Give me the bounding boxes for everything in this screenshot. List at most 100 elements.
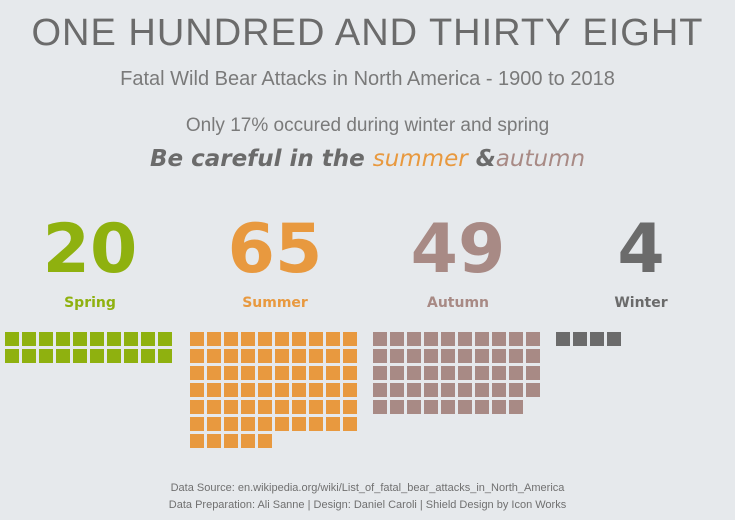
waffle-cell: [441, 332, 455, 346]
waffle-cell: [207, 417, 221, 431]
waffle-cell: [509, 400, 523, 414]
careful-prefix: Be careful in the: [149, 146, 365, 172]
season-autumn-label: Autumn: [426, 295, 489, 311]
waffle-cell: [158, 349, 172, 363]
waffle-cell: [292, 366, 306, 380]
waffle-cell: [326, 383, 340, 397]
waffle-cell: [224, 417, 238, 431]
waffle-cell: [424, 366, 438, 380]
season-summer-label: Summer: [242, 295, 308, 311]
waffle-cell: [141, 332, 155, 346]
waffle-cell: [492, 400, 506, 414]
footer-credits: Data Preparation: Ali Sanne | Design: Da…: [168, 499, 567, 511]
waffle-cell: [258, 400, 272, 414]
waffle-cell: [390, 383, 404, 397]
waffle-cell: [190, 417, 204, 431]
waffle-cell: [258, 366, 272, 380]
waffle-cell: [275, 332, 289, 346]
waffle-cell: [441, 400, 455, 414]
waffle-cell: [492, 383, 506, 397]
waffle-cell: [73, 332, 87, 346]
waffle-cell: [224, 366, 238, 380]
season-spring-label: Spring: [64, 295, 116, 311]
waffle-cell: [241, 366, 255, 380]
waffle-cell: [441, 349, 455, 363]
waffle-cell: [458, 332, 472, 346]
waffle-cell: [441, 366, 455, 380]
waffle-cell: [326, 400, 340, 414]
waffle-cell: [56, 332, 70, 346]
waffle-cell: [292, 400, 306, 414]
waffle-cell: [373, 383, 387, 397]
waffle-cell: [309, 383, 323, 397]
waffle-cell: [90, 349, 104, 363]
waffle-cell: [475, 332, 489, 346]
waffle-cell: [275, 417, 289, 431]
waffle-cell: [275, 366, 289, 380]
waffle-cell: [241, 349, 255, 363]
waffle-cell: [373, 400, 387, 414]
waffle-cell: [5, 332, 19, 346]
waffle-cell: [343, 383, 357, 397]
waffle-cell: [224, 400, 238, 414]
waffle-cell: [224, 434, 238, 448]
waffle-cell: [275, 400, 289, 414]
waffle-cell: [190, 349, 204, 363]
waffle-cell: [326, 366, 340, 380]
waffle-cell: [124, 332, 138, 346]
waffle-cell: [309, 349, 323, 363]
waffle-cell: [309, 400, 323, 414]
waffle-cell: [207, 400, 221, 414]
waffle-cell: [207, 383, 221, 397]
waffle-cell: [141, 349, 155, 363]
waffle-cell: [556, 332, 570, 346]
waffle-cell: [407, 400, 421, 414]
waffle-cell: [22, 349, 36, 363]
waffle-cell: [309, 417, 323, 431]
waffle-cell: [292, 332, 306, 346]
waffle-cell: [407, 383, 421, 397]
season-winter-count: 4: [617, 210, 665, 289]
waffle-cell: [292, 349, 306, 363]
waffle-cell: [258, 417, 272, 431]
waffle-cell: [241, 400, 255, 414]
waffle-cell: [590, 332, 604, 346]
waffle-cell: [492, 349, 506, 363]
waffle-cell: [458, 383, 472, 397]
waffle-cell: [424, 349, 438, 363]
waffle-cell: [492, 366, 506, 380]
waffle-cell: [275, 383, 289, 397]
waffle-cell: [207, 434, 221, 448]
waffle-cell: [275, 349, 289, 363]
waffle-cell: [343, 400, 357, 414]
waffle-cell: [458, 349, 472, 363]
waffle-cell: [224, 332, 238, 346]
season-autumn-count: 49: [410, 210, 506, 289]
waffle-cell: [509, 383, 523, 397]
waffle-cell: [258, 332, 272, 346]
waffle-cell: [190, 332, 204, 346]
waffle-cell: [475, 366, 489, 380]
season-summer-count: 65: [227, 210, 323, 289]
waffle-cell: [241, 383, 255, 397]
waffle-cell: [343, 349, 357, 363]
waffle-cell: [373, 349, 387, 363]
waffle-cell: [475, 349, 489, 363]
waffle-cell: [509, 349, 523, 363]
waffle-cell: [373, 332, 387, 346]
waffle-cell: [326, 349, 340, 363]
waffle-cell: [343, 366, 357, 380]
waffle-cell: [475, 383, 489, 397]
season-summer: 65 Summer: [190, 210, 360, 311]
waffle-cell: [309, 332, 323, 346]
waffle-cell: [190, 400, 204, 414]
page-title: ONE HUNDRED AND THIRTY EIGHT: [31, 12, 704, 54]
waffle-cell: [258, 434, 272, 448]
waffle-cell: [207, 366, 221, 380]
stat-line: Only 17% occured during winter and sprin…: [185, 115, 550, 136]
waffle-cell: [258, 349, 272, 363]
season-spring-count: 20: [42, 210, 138, 289]
waffle-summer: [190, 332, 357, 448]
waffle-cell: [573, 332, 587, 346]
waffle-cell: [458, 366, 472, 380]
